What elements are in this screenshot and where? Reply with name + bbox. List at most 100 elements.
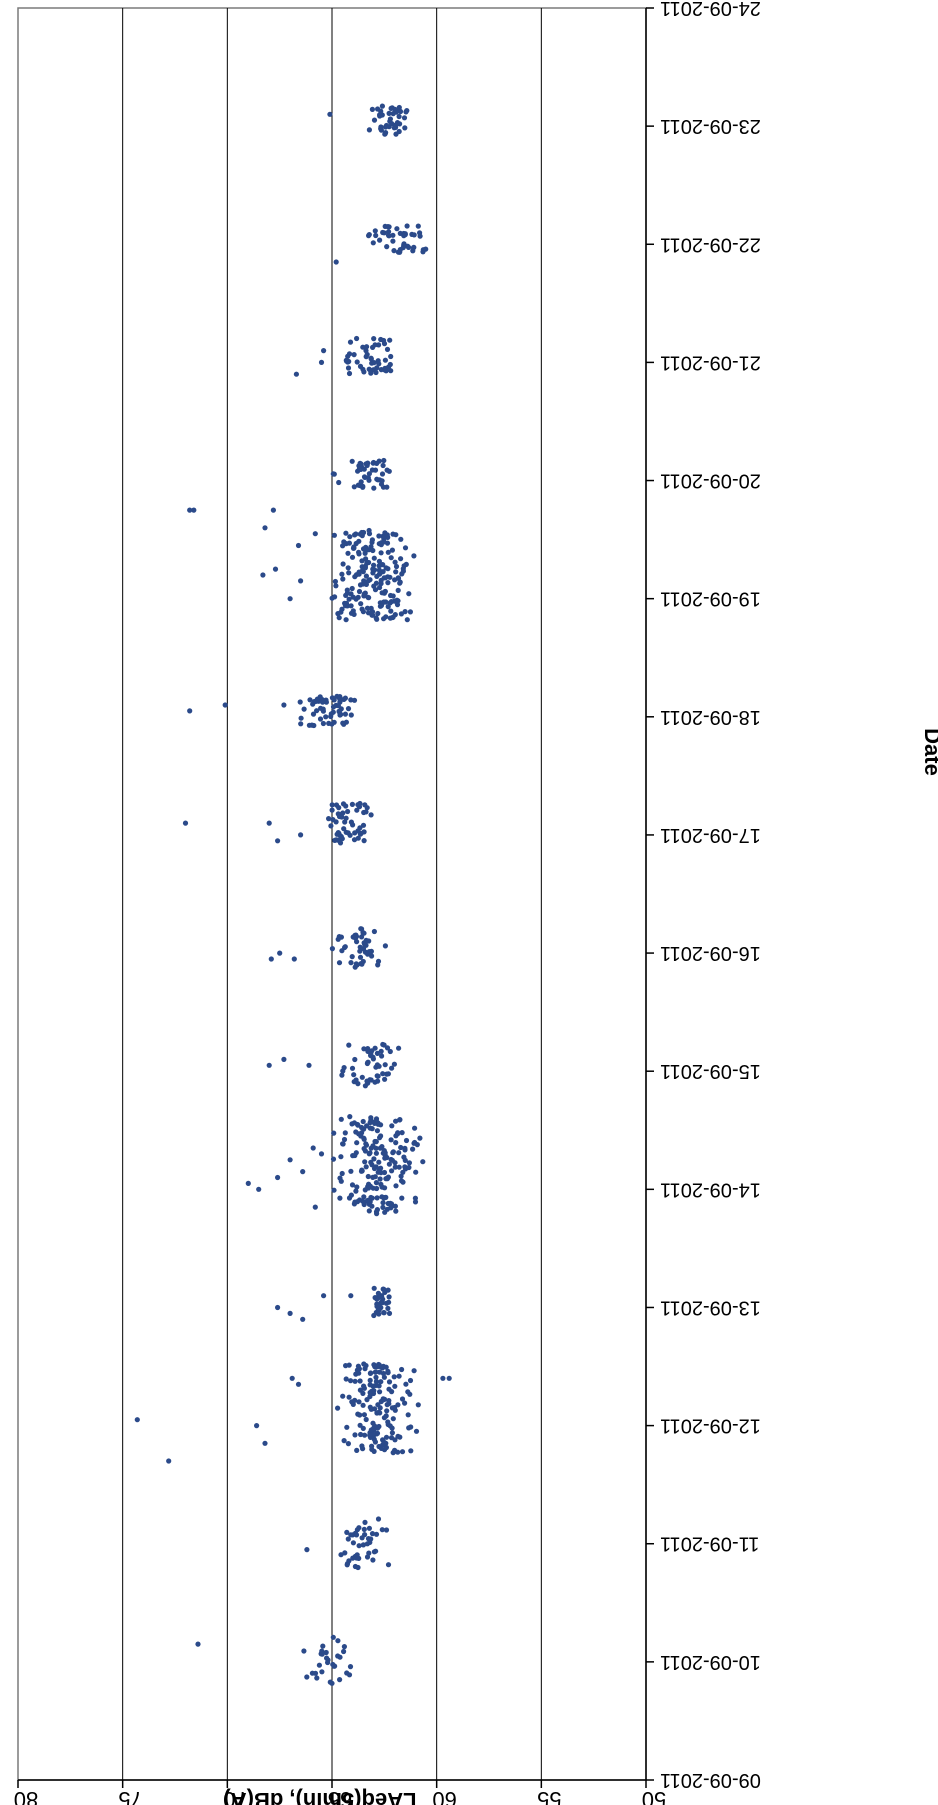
data-point <box>446 1375 452 1381</box>
data-point <box>293 371 299 377</box>
data-point <box>390 232 396 238</box>
data-point <box>382 943 388 949</box>
data-point <box>361 593 367 599</box>
data-point <box>371 1448 377 1454</box>
data-point <box>384 244 390 250</box>
data-point <box>353 1371 359 1377</box>
data-point <box>349 801 355 808</box>
data-point <box>356 466 362 472</box>
data-point <box>343 1376 349 1382</box>
data-point <box>342 695 348 701</box>
data-point <box>340 561 346 567</box>
data-point <box>337 1195 343 1201</box>
data-point <box>374 1364 380 1370</box>
data-point <box>382 1062 388 1068</box>
data-point <box>287 1310 293 1316</box>
data-point <box>357 460 363 466</box>
data-point <box>340 810 346 816</box>
data-point <box>298 715 304 721</box>
data-point <box>348 712 354 718</box>
data-point <box>369 467 375 473</box>
data-point <box>309 1670 315 1676</box>
data-point <box>388 105 394 111</box>
data-point <box>363 354 369 360</box>
data-point <box>342 711 348 717</box>
data-point <box>373 1374 379 1380</box>
data-point <box>348 1192 354 1198</box>
data-point <box>367 1390 373 1396</box>
x-axis-title: Date <box>920 728 938 776</box>
data-point <box>319 1669 325 1675</box>
data-point <box>382 367 388 373</box>
data-point <box>420 1159 426 1165</box>
data-point <box>337 840 344 846</box>
data-point <box>368 1077 374 1083</box>
data-point <box>361 474 368 480</box>
data-point <box>377 1405 383 1411</box>
data-point <box>382 1076 388 1082</box>
data-point <box>382 131 388 137</box>
data-point <box>222 702 228 708</box>
data-point <box>362 1148 368 1154</box>
data-point <box>341 539 347 545</box>
data-point <box>378 1165 384 1171</box>
x-tick-label: 21-09-2011 <box>660 351 761 373</box>
data-point <box>378 481 385 487</box>
data-point <box>383 1413 389 1419</box>
data-point <box>262 525 268 531</box>
data-point <box>398 556 404 562</box>
data-point <box>360 958 366 965</box>
data-point <box>412 1195 418 1201</box>
data-point <box>346 351 353 357</box>
data-point <box>402 1147 408 1153</box>
data-point <box>321 348 327 354</box>
data-point <box>318 1151 325 1157</box>
data-point <box>360 1542 366 1548</box>
data-point <box>375 1073 381 1079</box>
data-point <box>351 1072 357 1078</box>
data-point <box>377 584 383 591</box>
data-point <box>389 1430 395 1436</box>
data-point <box>330 1156 337 1162</box>
data-point <box>341 1438 347 1444</box>
data-point <box>371 1549 377 1555</box>
data-point <box>349 1182 356 1188</box>
data-point <box>363 573 369 579</box>
data-point <box>345 565 351 571</box>
data-point <box>388 1205 394 1211</box>
data-point <box>352 574 358 580</box>
data-point <box>396 113 402 120</box>
data-point <box>390 1150 396 1156</box>
data-point <box>345 550 351 556</box>
data-point <box>362 1519 368 1525</box>
data-point <box>385 1071 391 1077</box>
data-point <box>366 471 372 477</box>
data-point <box>346 1042 352 1048</box>
data-point <box>287 1157 293 1163</box>
x-tick-label: 14-09-2011 <box>660 1178 761 1200</box>
data-point <box>340 576 346 582</box>
data-point <box>379 1527 385 1533</box>
data-point <box>340 1068 346 1074</box>
data-point <box>380 600 386 606</box>
data-point <box>379 1053 385 1059</box>
data-point <box>351 1120 357 1126</box>
data-point <box>372 1406 378 1412</box>
data-point <box>417 1135 423 1141</box>
data-point <box>389 1425 395 1431</box>
data-point <box>375 1078 381 1084</box>
data-point <box>368 1051 374 1057</box>
data-point <box>391 1061 397 1067</box>
data-point <box>375 1120 381 1126</box>
data-point <box>374 1195 380 1201</box>
data-point <box>320 1643 326 1649</box>
data-point <box>371 485 377 491</box>
data-point <box>266 1062 272 1068</box>
data-point <box>345 808 351 815</box>
data-point <box>375 610 381 617</box>
data-point <box>366 527 372 534</box>
data-point <box>357 1412 363 1418</box>
data-point <box>361 1194 367 1200</box>
data-point <box>388 368 394 374</box>
data-point <box>360 1446 366 1452</box>
